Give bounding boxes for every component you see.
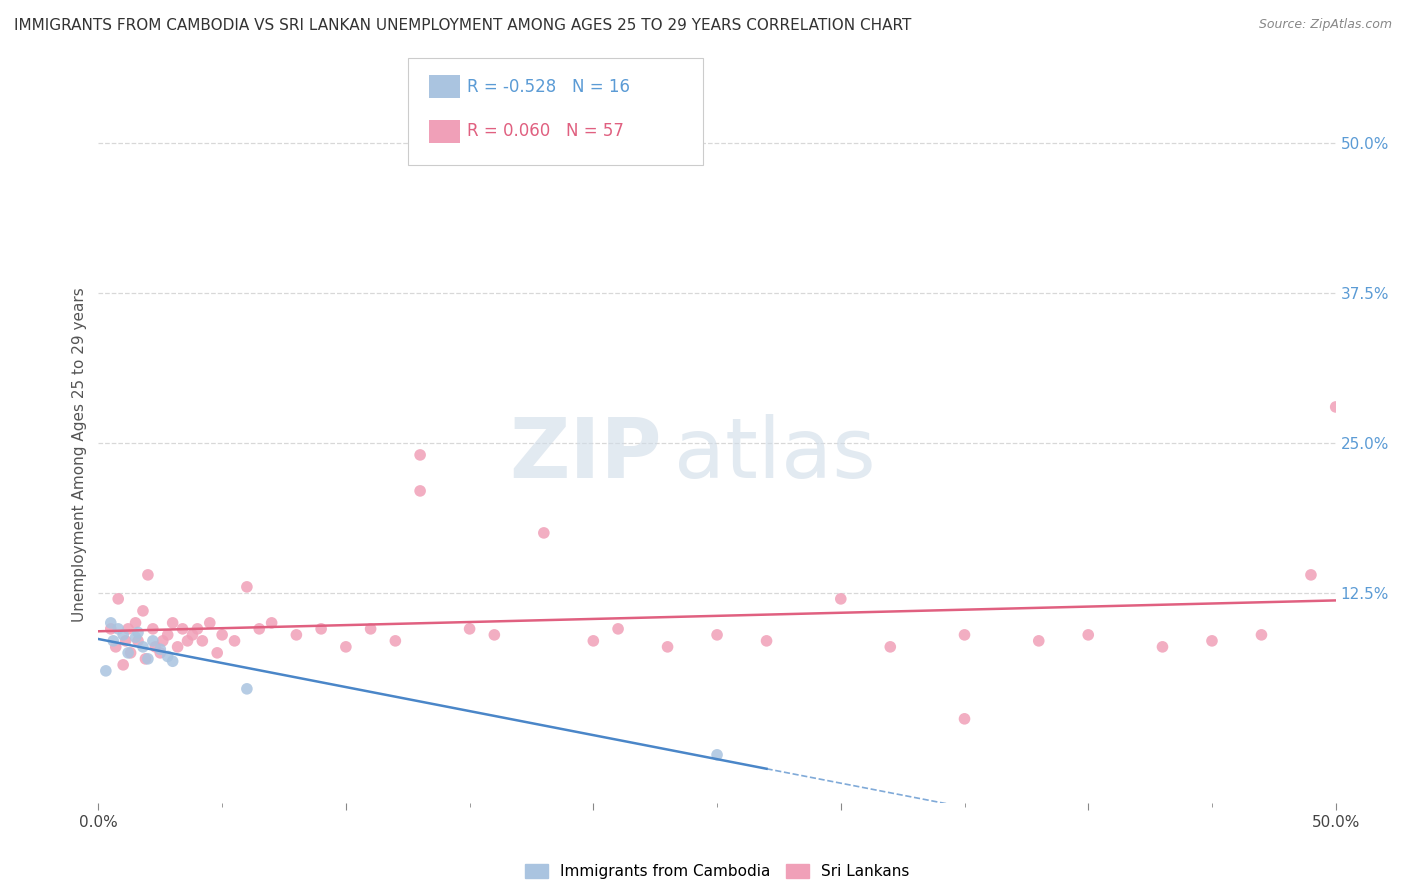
Text: ZIP: ZIP: [509, 415, 661, 495]
Text: R = 0.060   N = 57: R = 0.060 N = 57: [467, 122, 624, 140]
Point: [830, 591, 852, 606]
Point: [142, 633, 165, 648]
Point: [127, 625, 149, 640]
Point: [124, 630, 146, 644]
Point: [103, 633, 125, 648]
Point: [484, 628, 506, 642]
Point: [285, 628, 308, 642]
Point: [236, 580, 259, 594]
Point: [755, 633, 778, 648]
Point: [181, 628, 204, 642]
Point: [166, 640, 188, 654]
Point: [657, 640, 679, 654]
Point: [409, 483, 432, 498]
Point: [409, 448, 432, 462]
Point: [1250, 628, 1272, 642]
Point: [132, 604, 155, 618]
Point: [533, 525, 555, 540]
Point: [142, 622, 165, 636]
Point: [953, 628, 976, 642]
Point: [117, 622, 139, 636]
Point: [149, 646, 172, 660]
Point: [706, 747, 728, 762]
Point: [100, 622, 122, 636]
Point: [149, 642, 172, 657]
Point: [134, 652, 156, 666]
Point: [107, 591, 129, 606]
Text: R = -0.528   N = 16: R = -0.528 N = 16: [467, 78, 630, 95]
Point: [607, 622, 630, 636]
Point: [186, 622, 208, 636]
Point: [247, 622, 270, 636]
Point: [224, 633, 246, 648]
Point: [953, 712, 976, 726]
Point: [104, 640, 127, 654]
Point: [156, 649, 179, 664]
Point: [120, 646, 142, 660]
Point: [112, 628, 135, 642]
Point: [236, 681, 259, 696]
Point: [152, 633, 174, 648]
Point: [191, 633, 214, 648]
Point: [458, 622, 481, 636]
Point: [143, 640, 166, 654]
Text: atlas: atlas: [673, 415, 876, 495]
Point: [124, 615, 146, 630]
Point: [360, 622, 382, 636]
Point: [162, 654, 184, 668]
Point: [162, 615, 184, 630]
Point: [136, 652, 159, 666]
Point: [335, 640, 357, 654]
Point: [198, 615, 221, 630]
Point: [94, 664, 117, 678]
Point: [1201, 633, 1223, 648]
Point: [107, 622, 129, 636]
Point: [156, 628, 179, 642]
Text: Source: ZipAtlas.com: Source: ZipAtlas.com: [1258, 18, 1392, 31]
Y-axis label: Unemployment Among Ages 25 to 29 years: Unemployment Among Ages 25 to 29 years: [72, 287, 87, 623]
Point: [132, 640, 155, 654]
Point: [309, 622, 332, 636]
Point: [100, 615, 122, 630]
Point: [117, 646, 139, 660]
Point: [112, 657, 135, 672]
Point: [1299, 567, 1322, 582]
Text: IMMIGRANTS FROM CAMBODIA VS SRI LANKAN UNEMPLOYMENT AMONG AGES 25 TO 29 YEARS CO: IMMIGRANTS FROM CAMBODIA VS SRI LANKAN U…: [14, 18, 911, 33]
Point: [127, 633, 149, 648]
Legend: Immigrants from Cambodia, Sri Lankans: Immigrants from Cambodia, Sri Lankans: [519, 858, 915, 886]
Point: [205, 646, 228, 660]
Point: [176, 633, 198, 648]
Point: [211, 628, 233, 642]
Point: [706, 628, 728, 642]
Point: [1077, 628, 1099, 642]
Point: [1028, 633, 1050, 648]
Point: [1324, 400, 1347, 414]
Point: [582, 633, 605, 648]
Point: [172, 622, 194, 636]
Point: [1152, 640, 1174, 654]
Point: [260, 615, 283, 630]
Point: [114, 633, 136, 648]
Point: [384, 633, 406, 648]
Point: [879, 640, 901, 654]
Point: [136, 567, 159, 582]
